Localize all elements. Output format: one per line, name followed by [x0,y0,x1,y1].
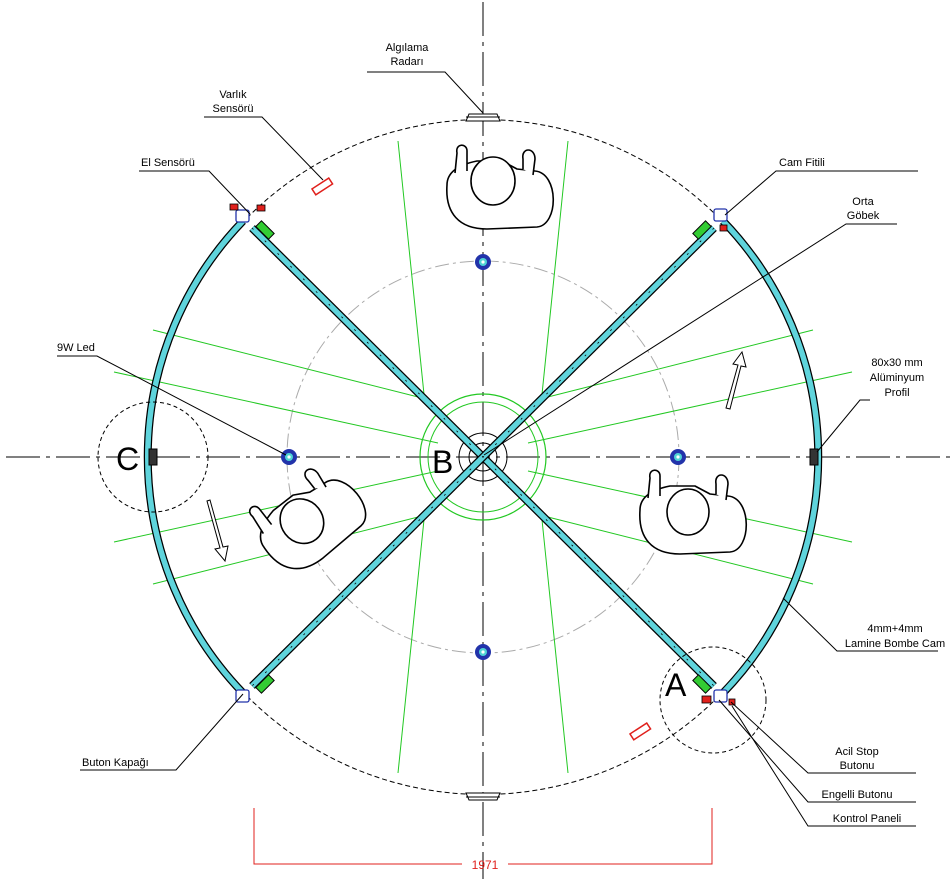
label-cam-fitili: Cam Fitili [779,157,825,169]
label-profil-line2: Alüminyum [870,372,924,384]
label-algilama-line2: Radarı [390,56,423,68]
label-acil-line2: Butonu [840,760,875,772]
label-kontrol: Kontrol Paneli [833,813,902,825]
label-buton-kapagi: Buton Kapağı [82,757,149,769]
section-circles [97,401,767,754]
label-led: 9W Led [57,342,95,354]
label-varlik-line2: Sensörü [213,103,254,115]
dimension-line [253,808,713,865]
label-varlik-line1: Varlık [219,89,247,101]
label-el-sensoru: El Sensörü [141,157,195,169]
door-wings [249,225,717,689]
person-left [248,468,367,570]
label-cam-line1: 4mm+4mm [867,623,922,635]
label-acil-line1: Acil Stop [835,746,878,758]
component-labels: Algılama Radarı Varlık Sensörü El Sensör… [57,42,945,825]
frame-sensors [229,203,736,706]
person-top [446,144,555,230]
label-algilama-line1: Algılama [386,42,430,54]
curved-glass-walls [143,218,823,696]
radial-spokes [113,140,853,774]
led-lights [281,254,686,660]
rotation-arrows [206,350,747,563]
label-orta-line2: Göbek [847,210,880,222]
label-cam-line2: Lamine Bombe Cam [845,638,945,650]
section-marker-a: A [665,667,687,703]
section-marker-c: C [116,441,139,477]
label-profil-line3: Profil [884,387,909,399]
person-figures [248,144,748,570]
radar-units [465,113,501,801]
central-hub [419,393,547,521]
dimension-value: 1971 [472,858,499,872]
presence-sensors [310,177,652,741]
wing-end-profiles [255,220,712,694]
section-marker-b: B [432,444,453,480]
label-engelli: Engelli Butonu [822,789,893,801]
label-profil-line1: 80x30 mm [871,357,922,369]
leader-lines [57,71,938,827]
label-orta-line1: Orta [852,196,874,208]
person-right [639,469,748,555]
